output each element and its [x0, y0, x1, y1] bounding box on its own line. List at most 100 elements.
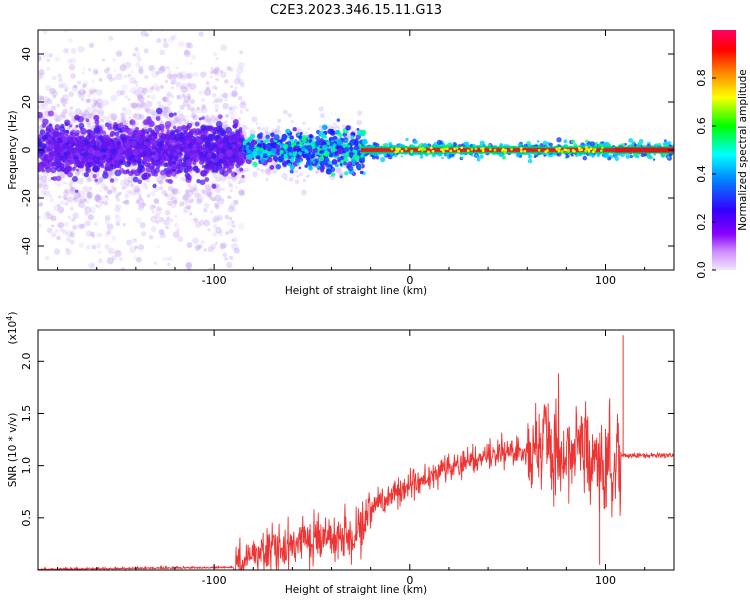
noise-dot: [307, 174, 310, 177]
noise-dot: [183, 206, 190, 213]
band-dot: [185, 174, 192, 181]
noise-dot: [64, 188, 69, 194]
noise-dot: [225, 220, 232, 226]
noise-dot: [88, 186, 93, 191]
noise-dot: [78, 190, 86, 198]
noise-dot: [120, 112, 127, 119]
band-dot: [109, 178, 115, 183]
stable-dot: [527, 154, 533, 159]
noise-dot: [164, 209, 171, 216]
noise-dot: [86, 191, 93, 199]
noise-dot: [190, 106, 195, 111]
noise-dot: [215, 226, 223, 234]
noise-dot: [86, 192, 93, 199]
chart-title: C2E3.2023.346.15.11.G13: [270, 3, 442, 18]
noise-dot: [89, 206, 96, 214]
noise-dot: [45, 84, 52, 92]
noise-dot: [281, 172, 288, 180]
noise-dot: [214, 186, 222, 193]
noise-dot: [121, 116, 127, 121]
band-dot: [152, 183, 157, 189]
noise-dot: [161, 174, 167, 180]
noise-dot: [82, 67, 86, 71]
noise-dot: [193, 114, 199, 121]
noise-dot: [294, 179, 300, 184]
noise-dot: [69, 206, 74, 211]
band-dot: [155, 116, 161, 121]
noise-dot: [90, 231, 95, 237]
band-dot: [163, 145, 169, 150]
noise-dot: [43, 190, 51, 197]
noise-dot: [170, 77, 177, 85]
noise-dot: [115, 50, 123, 57]
band-dot: [149, 155, 153, 159]
noise-dot: [91, 89, 97, 94]
noise-dot: [100, 118, 105, 123]
band-dot: [195, 168, 201, 173]
noise-dot: [265, 178, 269, 182]
noise-dot: [56, 235, 61, 241]
noise-dot: [193, 217, 199, 223]
band-dot: [92, 165, 100, 173]
noise-dot: [214, 204, 220, 210]
noise-dot: [153, 198, 160, 204]
transition-dot: [291, 144, 295, 147]
noise-dot: [185, 41, 192, 48]
stable-dot: [585, 139, 589, 143]
band-dot: [190, 150, 195, 155]
noise-dot: [83, 109, 90, 116]
noise-dot: [214, 98, 220, 104]
noise-dot: [158, 181, 162, 185]
noise-dot: [42, 184, 49, 191]
noise-dot: [141, 87, 149, 94]
noise-dot: [91, 103, 97, 109]
noise-dot: [232, 208, 236, 212]
stable-dot: [589, 141, 595, 147]
noise-dot: [179, 86, 183, 90]
noise-dot: [169, 73, 177, 81]
transition-dot: [302, 144, 305, 148]
noise-dot: [121, 313, 125, 317]
noise-dot: [140, 101, 145, 106]
noise-dot: [221, 120, 228, 126]
noise-dot: [50, 215, 57, 222]
stable-dot: [487, 143, 492, 148]
noise-dot: [123, 176, 127, 180]
noise-dot: [167, 100, 173, 106]
noise-dot: [68, 63, 76, 71]
noise-dot: [88, 89, 94, 95]
noise-dot: [226, 195, 231, 199]
noise-dot: [184, 84, 192, 92]
noise-dot: [96, 232, 102, 238]
band-dot: [47, 143, 55, 150]
noise-dot: [171, 79, 177, 85]
noise-dot: [171, 188, 177, 194]
noise-dot: [332, 122, 336, 126]
noise-dot: [100, 233, 104, 238]
noise-dot: [205, 189, 212, 197]
noise-dot: [200, 71, 207, 78]
stable-dot: [470, 144, 473, 147]
band-dot: [43, 156, 48, 161]
noise-dot: [97, 258, 104, 264]
noise-dot: [156, 38, 162, 44]
noise-dot: [229, 183, 234, 188]
band-dot: [172, 160, 177, 165]
noise-dot: [159, 229, 165, 235]
transition-dot: [319, 150, 323, 154]
noise-dot: [189, 83, 197, 90]
noise-dot: [106, 223, 114, 231]
noise-dot: [88, 87, 96, 94]
noise-dot: [128, 116, 132, 120]
band-dot: [145, 118, 153, 125]
noise-dot: [129, 102, 134, 108]
noise-dot: [164, 194, 168, 198]
transition-dot: [257, 149, 263, 155]
noise-dot: [134, 113, 141, 121]
noise-dot: [229, 84, 234, 89]
band-dot: [94, 119, 100, 125]
transition-dot: [344, 171, 349, 176]
transition-dot: [337, 148, 344, 155]
noise-dot: [207, 228, 211, 232]
noise-dot: [122, 119, 129, 126]
